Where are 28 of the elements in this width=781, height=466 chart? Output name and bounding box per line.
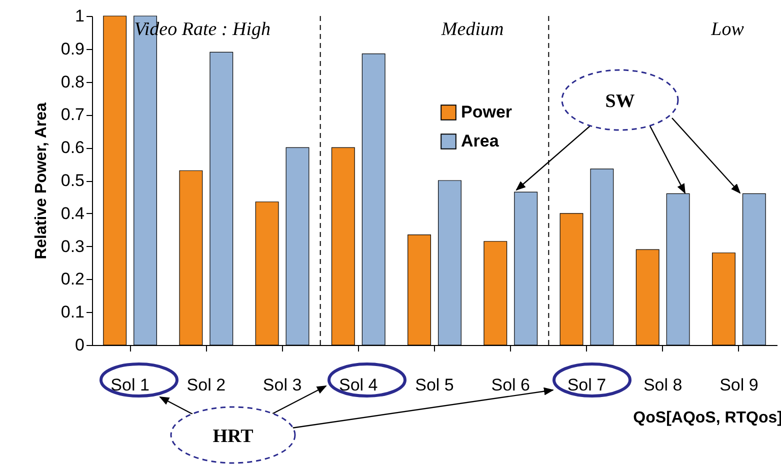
dashed-ellipse-callout: SW bbox=[561, 69, 679, 131]
legend-label: Area bbox=[461, 132, 500, 150]
annotation: Medium bbox=[440, 19, 504, 40]
y-tick-label: 0.2 bbox=[60, 270, 84, 289]
y-tick-label: 0.4 bbox=[60, 204, 84, 223]
y-tick-label: 0 bbox=[75, 336, 84, 354]
x-tick-label: Sol 5 bbox=[415, 376, 454, 394]
annotation: Low bbox=[710, 19, 744, 40]
x-tick-label: Sol 1 bbox=[110, 376, 150, 394]
x-tick-label: Sol 4 bbox=[339, 376, 378, 394]
dashed-ellipse-callout: HRT bbox=[170, 406, 296, 464]
y-tick-label: 0.6 bbox=[60, 138, 84, 158]
y-tick-label: 0.7 bbox=[60, 105, 84, 124]
y-tick-label: 0.1 bbox=[60, 302, 84, 322]
x-tick-label: Sol 6 bbox=[491, 376, 530, 394]
x-tick-label: Sol 8 bbox=[643, 376, 682, 394]
x-tick-label: Sol 2 bbox=[186, 376, 226, 394]
y-axis-title: Relative Power, Area bbox=[32, 102, 50, 260]
x-tick-label: Sol 9 bbox=[720, 376, 758, 394]
y-tick-label: 1 bbox=[75, 6, 84, 26]
annotation: SW bbox=[605, 91, 635, 112]
y-tick-label: 0.9 bbox=[60, 39, 84, 58]
x-tick-label: Sol 3 bbox=[262, 376, 302, 394]
y-tick-label: 0.3 bbox=[60, 236, 84, 256]
y-tick-label: 0.8 bbox=[60, 72, 84, 92]
y-tick-label: 0.5 bbox=[60, 171, 84, 190]
legend-label: Power bbox=[461, 102, 512, 122]
x-tick-label: Sol 7 bbox=[567, 376, 606, 394]
